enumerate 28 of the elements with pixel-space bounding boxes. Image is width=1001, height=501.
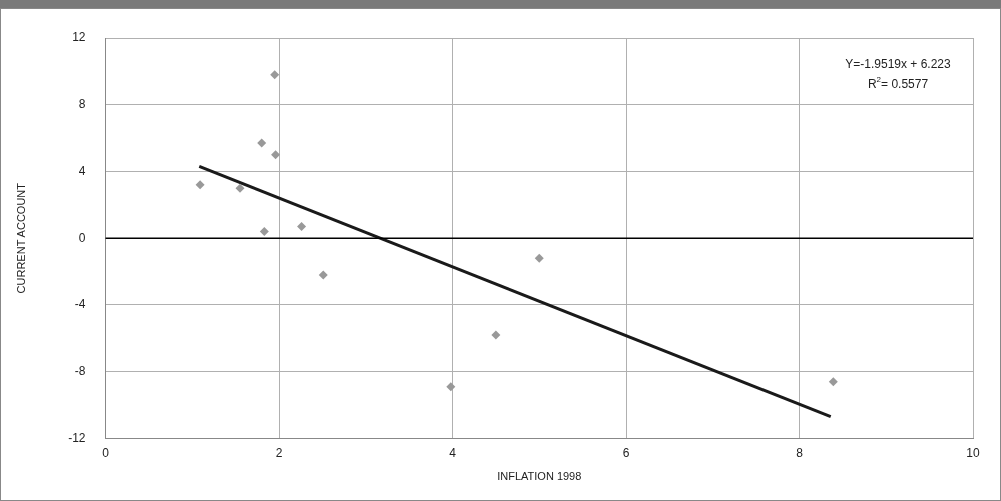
y-tick-label: -4 bbox=[74, 297, 86, 312]
x-tick-label: 2 bbox=[275, 445, 283, 460]
x-tick-label: 8 bbox=[796, 445, 804, 460]
annotation: Y=-1.9519x + 6.223 bbox=[845, 57, 952, 71]
point bbox=[491, 330, 501, 340]
point bbox=[270, 70, 280, 80]
x-tick-label: 4 bbox=[449, 445, 457, 460]
point bbox=[271, 150, 281, 160]
x-tick-label: 10 bbox=[966, 445, 980, 460]
y-tick-label: -12 bbox=[68, 430, 86, 445]
y-tick-label: 12 bbox=[72, 30, 86, 45]
point bbox=[446, 382, 456, 392]
y-tick-label: 4 bbox=[78, 163, 86, 178]
x-tick-label: 6 bbox=[622, 445, 630, 460]
point bbox=[828, 377, 838, 387]
x-axis-title: INFLATION 1998 bbox=[497, 470, 582, 483]
x-tick-label: 0 bbox=[102, 445, 110, 460]
point bbox=[259, 227, 269, 237]
point bbox=[195, 180, 205, 190]
y-tick-label: -8 bbox=[74, 363, 86, 378]
point bbox=[534, 253, 544, 263]
point bbox=[235, 183, 245, 193]
point bbox=[318, 270, 328, 280]
y-axis-title: CURRENT ACCOUNT bbox=[14, 182, 27, 294]
point bbox=[297, 222, 307, 232]
y-tick-label: 0 bbox=[78, 230, 86, 245]
y-tick-label: 8 bbox=[78, 97, 86, 112]
point bbox=[257, 138, 267, 148]
